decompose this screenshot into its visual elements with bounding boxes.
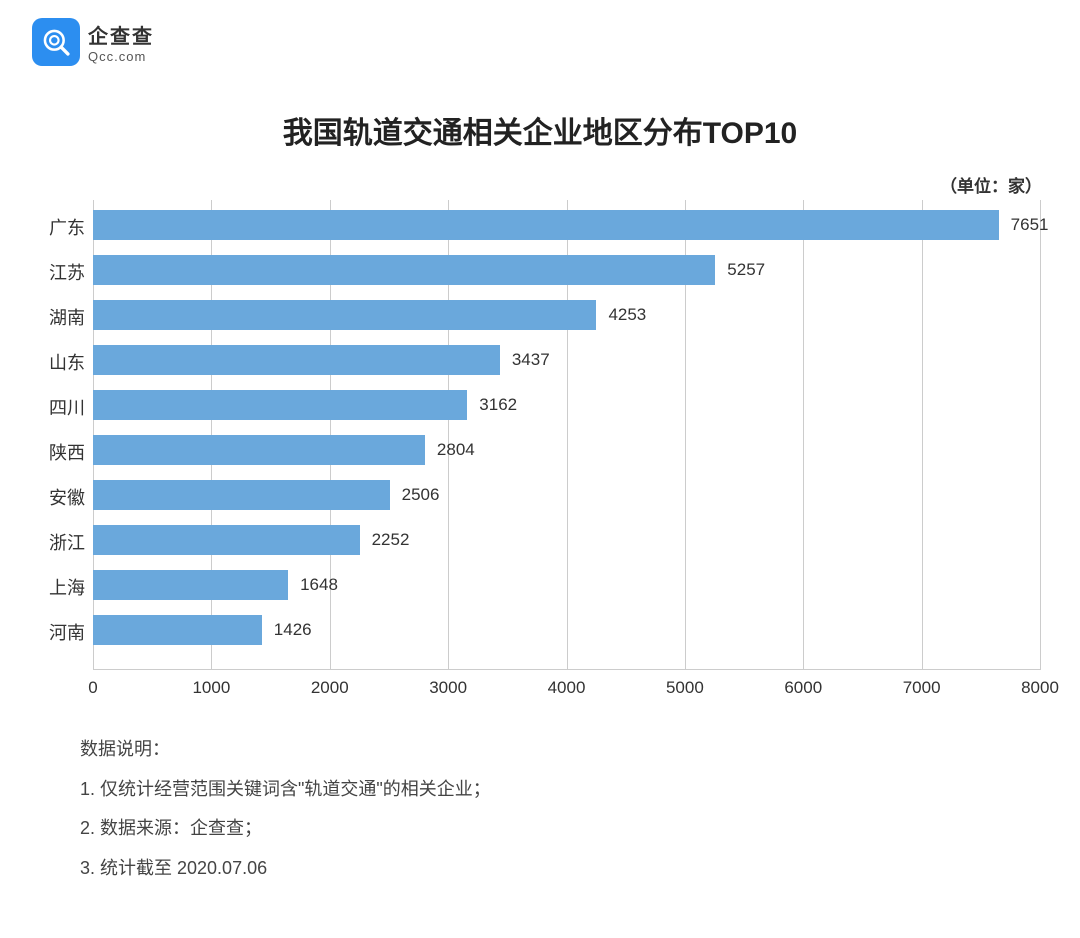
bar-row: 1648: [93, 570, 1040, 600]
y-category-label: 陕西: [35, 439, 85, 465]
bar-value-label: 5257: [727, 260, 765, 280]
bar-row: 3437: [93, 345, 1040, 375]
chart: 7651 5257 4253 3437 3162 2804 2506 2252 1648 1426…: [35, 200, 1040, 690]
notes-header: 数据说明：: [80, 730, 491, 770]
x-tick-label: 0: [88, 678, 97, 698]
x-tick-label: 4000: [548, 678, 586, 698]
bar-value-label: 3437: [512, 350, 550, 370]
bar: [93, 435, 425, 465]
logo-cn: 企查查: [88, 20, 154, 49]
bar-value-label: 1426: [274, 620, 312, 640]
x-tick-label: 5000: [666, 678, 704, 698]
bar-row: 2506: [93, 480, 1040, 510]
bar: [93, 615, 262, 645]
x-tick-label: 2000: [311, 678, 349, 698]
chart-title: 我国轨道交通相关企业地区分布TOP10: [0, 108, 1080, 152]
bar: [93, 480, 390, 510]
y-category-label: 广东: [35, 214, 85, 240]
logo-text: 企查查 Qcc.com: [88, 20, 154, 64]
bar-row: 4253: [93, 300, 1040, 330]
bar: [93, 525, 360, 555]
bar-row: 7651: [93, 210, 1040, 240]
bar: [93, 390, 467, 420]
bar-row: 2252: [93, 525, 1040, 555]
chart-unit: （单位：家）: [940, 172, 1042, 197]
notes: 数据说明： 1. 仅统计经营范围关键词含"轨道交通"的相关企业； 2. 数据来源…: [80, 730, 491, 888]
bar: [93, 255, 715, 285]
bar: [93, 210, 999, 240]
y-category-label: 浙江: [35, 529, 85, 555]
logo: 企查查 Qcc.com: [32, 18, 154, 66]
y-category-label: 江苏: [35, 259, 85, 285]
y-category-label: 安徽: [35, 484, 85, 510]
y-category-label: 山东: [35, 349, 85, 375]
y-category-label: 四川: [35, 394, 85, 420]
logo-en: Qcc.com: [88, 49, 154, 64]
note-item: 2. 数据来源：企查查；: [80, 809, 491, 849]
y-category-label: 湖南: [35, 304, 85, 330]
bar-value-label: 2506: [402, 485, 440, 505]
x-tick-label: 1000: [192, 678, 230, 698]
bar-value-label: 7651: [1011, 215, 1049, 235]
plot-area: 7651 5257 4253 3437 3162 2804 2506 2252 1648 1426: [93, 200, 1040, 670]
bar-value-label: 2252: [372, 530, 410, 550]
bar-value-label: 1648: [300, 575, 338, 595]
note-item: 1. 仅统计经营范围关键词含"轨道交通"的相关企业；: [80, 770, 491, 810]
x-tick-label: 6000: [784, 678, 822, 698]
bar-row: 3162: [93, 390, 1040, 420]
y-category-label: 上海: [35, 574, 85, 600]
bar-row: 2804: [93, 435, 1040, 465]
bar-value-label: 3162: [479, 395, 517, 415]
bar-row: 5257: [93, 255, 1040, 285]
x-tick-label: 7000: [903, 678, 941, 698]
x-tick-label: 8000: [1021, 678, 1059, 698]
x-tick-label: 3000: [429, 678, 467, 698]
gridline: [1040, 200, 1041, 670]
note-item: 3. 统计截至 2020.07.06: [80, 849, 491, 889]
bar-value-label: 4253: [608, 305, 646, 325]
logo-icon: [32, 18, 80, 66]
bar: [93, 570, 288, 600]
bar: [93, 300, 596, 330]
bar: [93, 345, 500, 375]
y-category-label: 河南: [35, 619, 85, 645]
bar-value-label: 2804: [437, 440, 475, 460]
bar-row: 1426: [93, 615, 1040, 645]
